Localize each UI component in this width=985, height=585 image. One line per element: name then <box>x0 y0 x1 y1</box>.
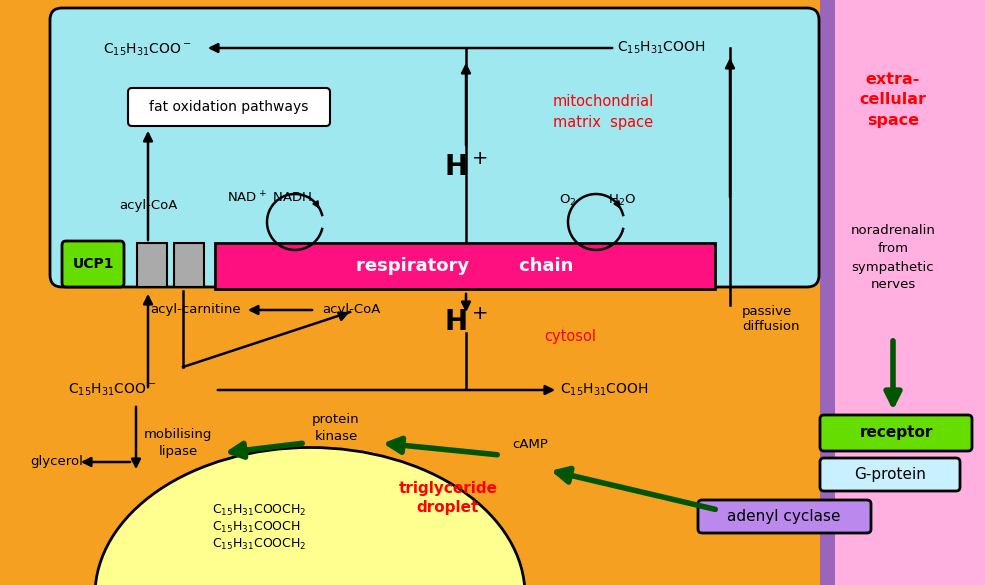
Text: NAD$^+$ NADH: NAD$^+$ NADH <box>228 190 312 206</box>
Text: H$_2$O: H$_2$O <box>608 192 636 208</box>
Text: adenyl cyclase: adenyl cyclase <box>727 508 841 524</box>
Text: mitochondrial
matrix  space: mitochondrial matrix space <box>553 94 654 130</box>
Text: respiratory        chain: respiratory chain <box>357 257 573 275</box>
Bar <box>137 243 167 287</box>
FancyBboxPatch shape <box>50 8 819 287</box>
Bar <box>833 0 985 585</box>
Text: C$_{15}$H$_{31}$COOCH: C$_{15}$H$_{31}$COOCH <box>212 519 300 535</box>
Bar <box>215 243 715 289</box>
Bar <box>174 243 204 287</box>
Text: O$_2$: O$_2$ <box>559 192 577 208</box>
Text: UCP1: UCP1 <box>72 257 113 271</box>
Text: C$_{15}$H$_{31}$COOH: C$_{15}$H$_{31}$COOH <box>617 40 705 56</box>
FancyBboxPatch shape <box>698 500 871 533</box>
Text: H$^+$: H$^+$ <box>444 154 488 182</box>
Text: passive
diffusion: passive diffusion <box>742 305 800 333</box>
Ellipse shape <box>95 448 525 585</box>
Text: G-protein: G-protein <box>854 466 926 481</box>
Bar <box>820 0 835 585</box>
Text: protein
kinase: protein kinase <box>312 413 360 443</box>
Text: H$^+$: H$^+$ <box>444 309 488 337</box>
Text: receptor: receptor <box>859 425 933 441</box>
Text: glycerol: glycerol <box>30 456 83 469</box>
Text: mobilising
lipase: mobilising lipase <box>144 428 212 458</box>
Text: cytosol: cytosol <box>544 329 596 345</box>
FancyBboxPatch shape <box>820 458 960 491</box>
Text: triglyceride
droplet: triglyceride droplet <box>399 481 497 515</box>
Text: acyl-CoA: acyl-CoA <box>119 198 177 212</box>
Text: extra-
cellular
space: extra- cellular space <box>860 71 927 129</box>
FancyBboxPatch shape <box>128 88 330 126</box>
Text: cAMP: cAMP <box>512 439 548 452</box>
Text: noradrenalin
from
sympathetic
nerves: noradrenalin from sympathetic nerves <box>851 225 936 291</box>
Text: fat oxidation pathways: fat oxidation pathways <box>150 100 308 114</box>
FancyBboxPatch shape <box>62 241 124 287</box>
Text: acyl-CoA: acyl-CoA <box>322 304 380 316</box>
Text: C$_{15}$H$_{31}$COOH: C$_{15}$H$_{31}$COOH <box>560 382 648 398</box>
Text: C$_{15}$H$_{31}$COO$^-$: C$_{15}$H$_{31}$COO$^-$ <box>68 382 157 398</box>
Text: C$_{15}$H$_{31}$COO$^-$: C$_{15}$H$_{31}$COO$^-$ <box>103 42 192 58</box>
Text: acyl-carnitine: acyl-carnitine <box>150 304 240 316</box>
Text: C$_{15}$H$_{31}$COOCH$_2$: C$_{15}$H$_{31}$COOCH$_2$ <box>212 503 306 518</box>
FancyBboxPatch shape <box>820 415 972 451</box>
Text: C$_{15}$H$_{31}$COOCH$_2$: C$_{15}$H$_{31}$COOCH$_2$ <box>212 536 306 552</box>
